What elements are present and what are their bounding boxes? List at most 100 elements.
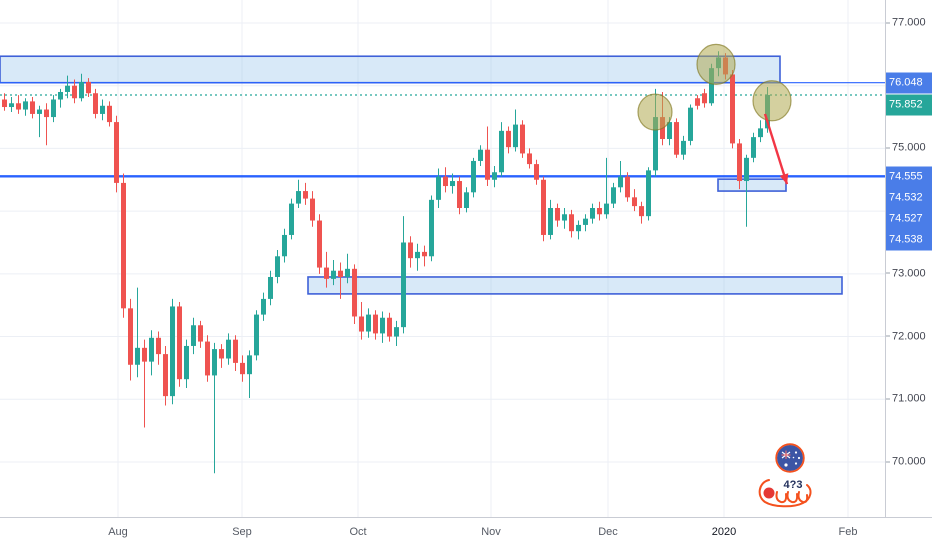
candle-body [597, 207, 602, 215]
highlight-circle[interactable] [696, 43, 736, 85]
time-tick-label: 2020 [711, 526, 737, 538]
candle-body [212, 349, 217, 376]
time-tick-label: Oct [349, 526, 367, 538]
candle-body [233, 339, 238, 363]
time-tick-label: Feb [838, 526, 858, 538]
candle-body [156, 337, 161, 355]
candle-body [625, 176, 630, 198]
highlight-circle[interactable] [752, 80, 792, 122]
candle-body [653, 117, 658, 171]
candle-body [261, 298, 266, 315]
candle-body [709, 68, 714, 104]
price-tick-mark [886, 272, 890, 274]
candle-body [107, 105, 112, 123]
candle-body [688, 107, 693, 141]
candle-body [205, 341, 210, 376]
candle-body [79, 81, 84, 99]
candle-body [345, 268, 350, 277]
candlestick-chart[interactable] [0, 0, 885, 517]
candle-body [268, 276, 273, 299]
candle-body [44, 109, 49, 118]
candle-body [730, 74, 735, 144]
candle-body [415, 251, 420, 259]
candle-body [394, 327, 399, 337]
candle-body [758, 128, 763, 138]
highlight-circle[interactable] [637, 93, 673, 131]
candle-body [247, 355, 252, 375]
price-tick-mark [886, 335, 890, 337]
candle-body [177, 306, 182, 380]
candle-body [226, 339, 231, 359]
chart-pane[interactable] [0, 0, 885, 517]
candle-body [114, 122, 119, 183]
candle-body [632, 197, 637, 207]
candle-body [219, 349, 224, 359]
candle-body [436, 176, 441, 200]
target-zone-small[interactable] [717, 178, 787, 192]
price-axis[interactable]: 77.000 75.000 73.000 72.000 71.000 70.000 76.0… [885, 0, 932, 517]
candle-body [583, 218, 588, 225]
candle-body [240, 362, 245, 375]
candle-body [618, 176, 623, 188]
candle-body [548, 207, 553, 235]
candle-body [331, 270, 336, 279]
candle-body [93, 93, 98, 114]
candle-body [464, 192, 469, 208]
candle-body [65, 85, 70, 92]
candle-body [569, 214, 574, 232]
candle-body [170, 306, 175, 397]
candle-body [576, 224, 581, 232]
candle-body [520, 124, 525, 154]
demand-zone-low[interactable] [307, 276, 843, 295]
candle-body [737, 143, 742, 182]
candle-body [646, 170, 651, 217]
candle-body [324, 267, 329, 279]
time-tick-label: Nov [481, 526, 501, 538]
candle-body [702, 93, 707, 104]
candle-body [9, 103, 14, 108]
candle-body [681, 140, 686, 155]
candle-body [100, 105, 105, 114]
price-tick-text: 70.000 [892, 455, 926, 468]
candle-body [667, 122, 672, 140]
price-alert-badge: 76.048 [886, 72, 932, 94]
candle-body [310, 198, 315, 221]
candle-body [135, 347, 140, 365]
candle-body [541, 179, 546, 235]
current-price-badge: 75.852 [886, 94, 932, 116]
price-tick-label: 72.000 [886, 331, 932, 342]
candle-body [191, 325, 196, 346]
price-tick-text: 75.000 [892, 141, 926, 154]
price-alert-badge: 74.555 [886, 166, 932, 188]
candle-body [562, 214, 567, 221]
candle-body [555, 207, 560, 221]
candle-body [604, 203, 609, 215]
projection-arrow-head [779, 173, 789, 185]
supply-zone-top[interactable] [0, 55, 781, 84]
time-axis[interactable]: Aug Sep Oct Nov Dec 2020 Feb [0, 517, 932, 550]
candle-body [485, 149, 490, 180]
candle-body [72, 85, 77, 99]
projection-arrow[interactable] [763, 113, 789, 185]
candle-body [338, 270, 343, 277]
price-tick-label: 77.000 [886, 17, 932, 29]
candle-body [590, 207, 595, 219]
candle-body [443, 176, 448, 187]
candle-body [401, 242, 406, 328]
candle-body [37, 109, 42, 114]
candle-body [16, 103, 21, 110]
candle-body [303, 191, 308, 199]
price-tick-text: 72.000 [892, 330, 926, 343]
candle-body [366, 314, 371, 332]
price-tick-text: 71.000 [892, 392, 926, 405]
candle-body [51, 99, 56, 118]
candle-body [317, 220, 322, 268]
price-tick-label: 75.000 [886, 141, 932, 154]
candle-body [86, 81, 91, 94]
candle-body [450, 181, 455, 187]
time-tick-label: Sep [232, 526, 252, 538]
candle-body [492, 172, 497, 180]
price-tick-mark [886, 461, 890, 463]
candle-body [289, 203, 294, 235]
